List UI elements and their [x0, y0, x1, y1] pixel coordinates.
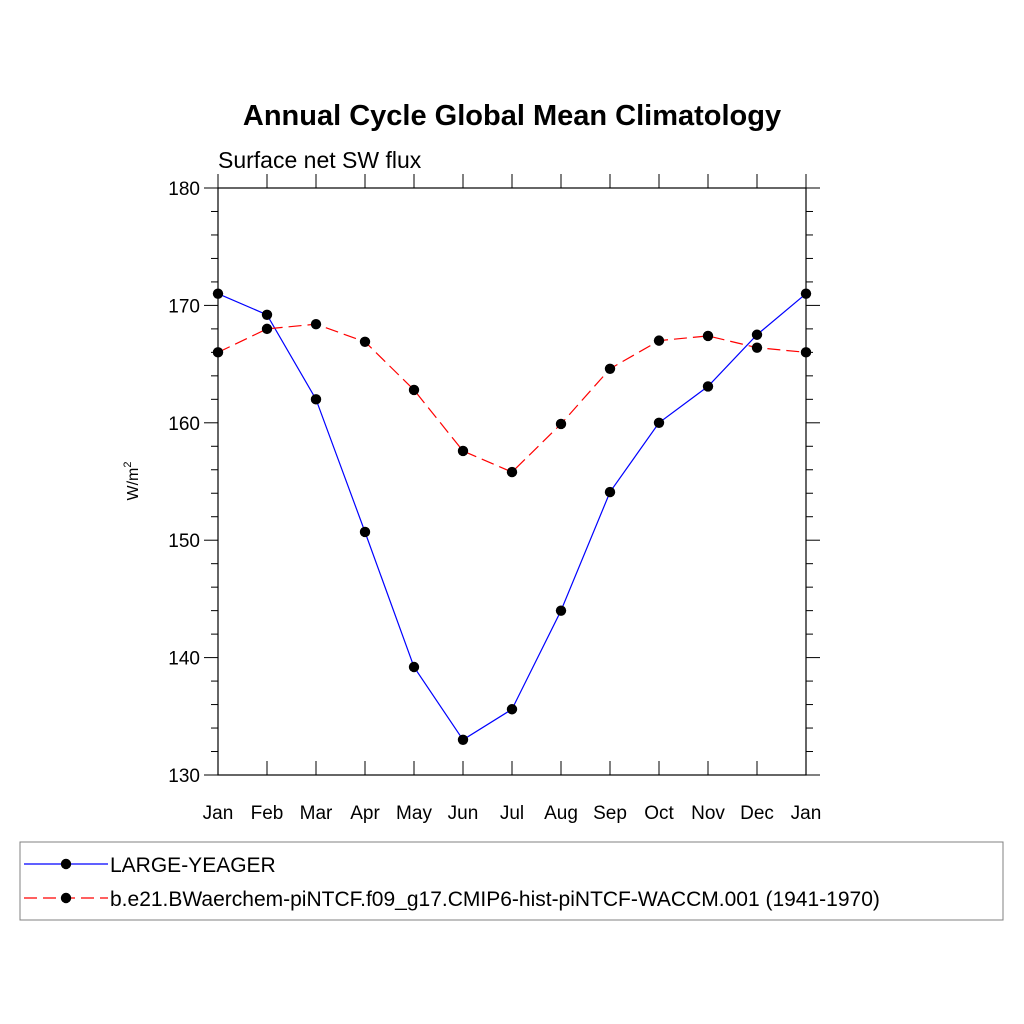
- y-axis-label-superscript: 2: [122, 462, 134, 468]
- chart-subtitle: Surface net SW flux: [218, 147, 422, 173]
- y-tick-label: 140: [168, 649, 200, 670]
- data-point-s0-9: [653, 417, 665, 428]
- data-point-s0-3: [359, 526, 371, 538]
- data-point-s1-11: [751, 342, 763, 353]
- x-tick-label: May: [396, 803, 432, 824]
- legend-marker-1: [60, 892, 72, 904]
- data-point-s0-10: [702, 381, 714, 392]
- data-point-s1-0: [212, 347, 224, 358]
- x-tick-label: Apr: [350, 803, 380, 824]
- data-point-s0-5: [457, 734, 469, 745]
- x-tick-label: Dec: [740, 803, 774, 824]
- legend-box: [19, 841, 1004, 921]
- data-point-s0-1: [261, 309, 273, 320]
- data-point-s1-1: [261, 323, 273, 335]
- data-point-s0-11: [751, 329, 763, 340]
- data-point-s0-4: [408, 661, 420, 673]
- data-point-s1-4: [408, 384, 420, 396]
- data-point-s0-0: [212, 288, 224, 299]
- x-tick-label: Oct: [644, 803, 674, 824]
- x-tick-label: Sep: [593, 803, 627, 824]
- data-point-s1-8: [604, 363, 616, 374]
- data-point-s1-7: [555, 418, 567, 430]
- series-layer: [212, 288, 812, 745]
- data-point-s0-2: [310, 394, 322, 405]
- data-point-s1-3: [359, 336, 371, 347]
- x-axis: Jan Feb Mar Apr May Jun Jul Aug Sep Oct Nov Dec Jan: [203, 174, 822, 824]
- data-point-s1-5: [457, 445, 469, 457]
- x-tick-label: Nov: [691, 803, 725, 824]
- plot-border: [217, 187, 807, 776]
- x-tick-label: Feb: [251, 803, 284, 824]
- y-tick-label: 150: [168, 531, 200, 552]
- data-point-s1-10: [702, 330, 714, 342]
- plot-frame: [217, 187, 807, 776]
- x-tick-label: Aug: [544, 803, 578, 824]
- legend: LARGE-YEAGER b.e21.BWaerchem-piNTCF.f09_g…: [19, 841, 1004, 921]
- x-tick-label: Mar: [300, 803, 333, 824]
- svg-text:W/m2: W/m2: [122, 462, 142, 501]
- data-point-s1-2: [310, 318, 322, 330]
- legend-label-0: LARGE-YEAGER: [110, 854, 276, 877]
- data-point-s1-6: [506, 466, 518, 478]
- series-line-1: [217, 323, 807, 473]
- series-line-0: [217, 293, 807, 741]
- y-tick-label: 160: [168, 414, 200, 435]
- legend-label-1: b.e21.BWaerchem-piNTCF.f09_g17.CMIP6-his…: [110, 888, 880, 911]
- data-point-s1-9: [653, 335, 665, 346]
- y-tick-label: 170: [168, 296, 200, 317]
- y-axis: 130 140 150 160 170 180: [168, 179, 820, 787]
- chart-title: Annual Cycle Global Mean Climatology: [243, 100, 781, 132]
- data-point-s0-8: [604, 486, 616, 498]
- y-axis-label: W/m2: [122, 462, 142, 501]
- data-point-s0-7: [555, 605, 567, 616]
- data-point-s0-6: [506, 704, 518, 715]
- y-tick-label: 130: [168, 766, 200, 787]
- x-tick-label: Jan: [203, 803, 234, 824]
- x-tick-label: Jun: [448, 803, 479, 824]
- y-tick-label: 180: [168, 179, 200, 200]
- x-tick-label: Jan: [791, 803, 822, 824]
- x-tick-label: Jul: [500, 803, 524, 824]
- legend-marker-0: [60, 858, 72, 870]
- data-point-s0-12: [800, 288, 812, 299]
- y-axis-label-text: W/m: [125, 468, 142, 501]
- data-point-s1-12: [800, 347, 812, 358]
